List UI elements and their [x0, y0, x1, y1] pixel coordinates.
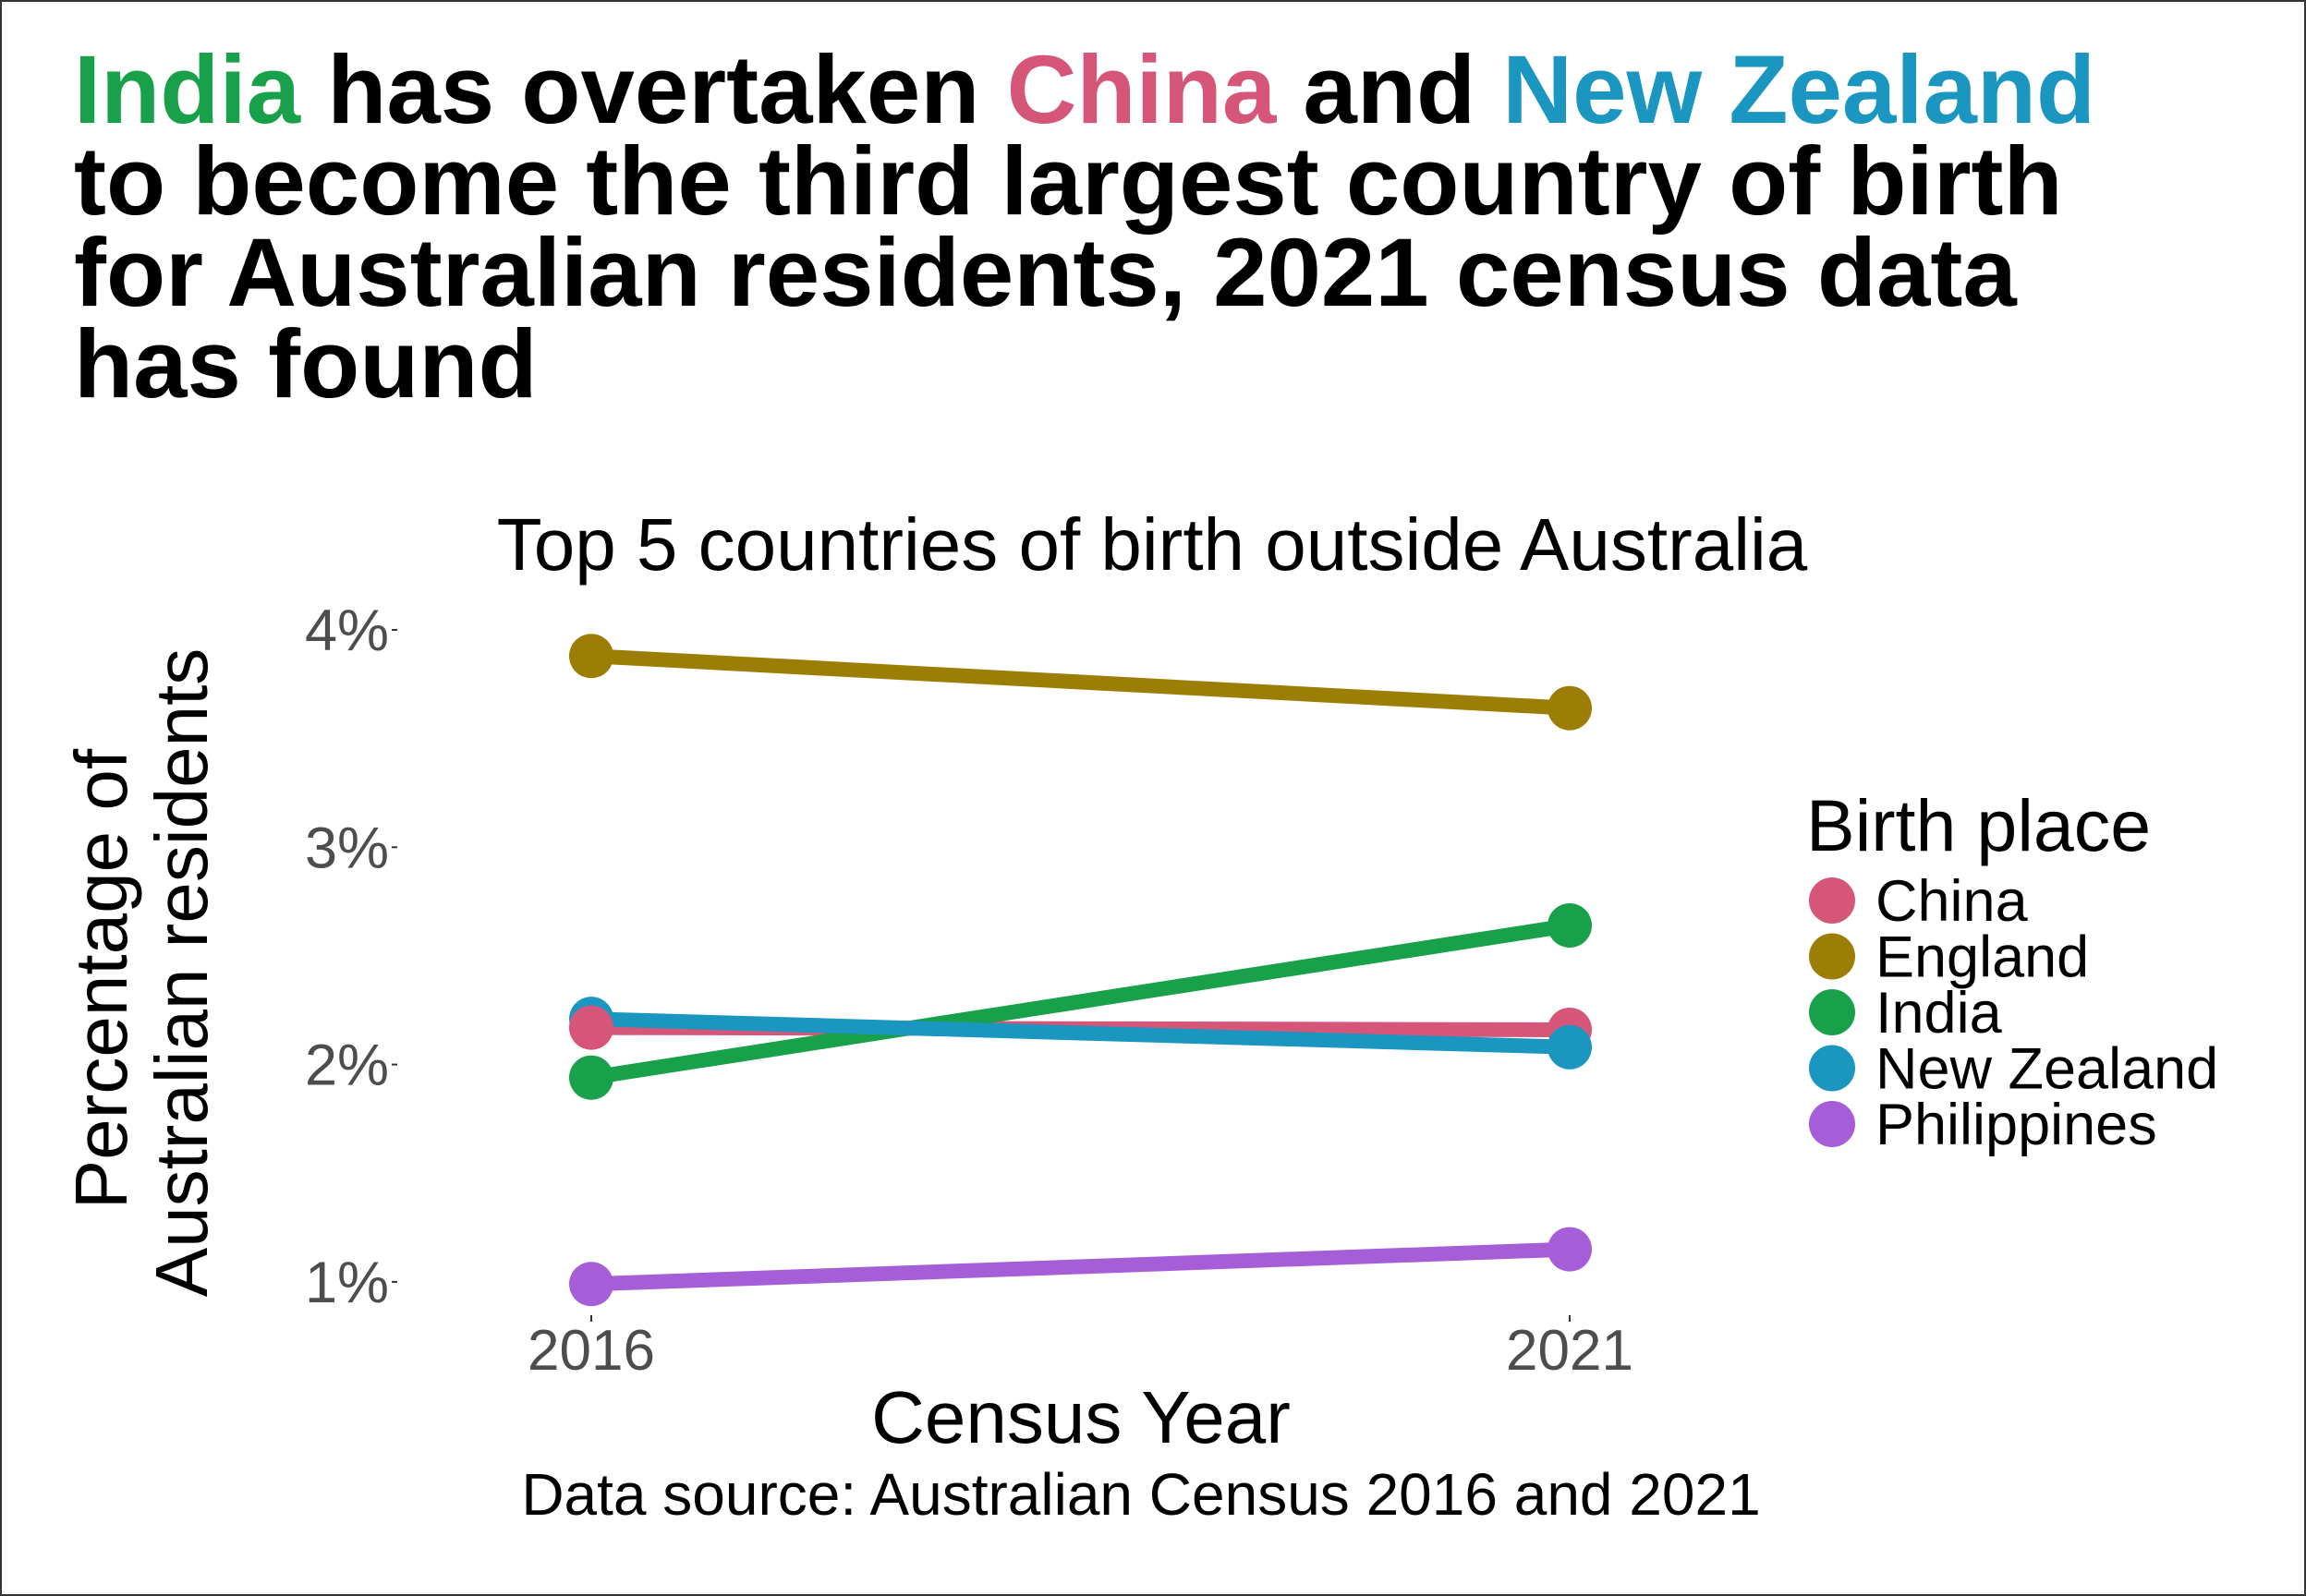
legend-item: New Zealand	[1809, 1037, 2218, 1102]
caption: Data source: Australian Census 2016 and …	[521, 1461, 1760, 1528]
legend-label: New Zealand	[1875, 1037, 2218, 1102]
legend-item: India	[1809, 981, 2003, 1046]
headline-text-2: and	[1276, 36, 1503, 144]
point-england-2021	[1547, 685, 1592, 731]
headline-text-1: has overtaken	[300, 36, 1007, 144]
legend-item: Philippines	[1809, 1093, 2157, 1157]
legend-label: Philippines	[1875, 1093, 2157, 1157]
legend-swatch-icon	[1809, 1101, 1855, 1147]
point-england-2016	[569, 634, 613, 679]
headline: India has overtaken China and New Zealan…	[74, 42, 2273, 418]
x-tick-label: 2021	[1506, 1319, 1633, 1383]
point-philippines-2021	[1547, 1227, 1592, 1272]
y-tick-label: 2%	[305, 1034, 389, 1098]
y-tick-label: 3%	[305, 816, 389, 880]
series-line-philippines	[590, 1241, 1571, 1292]
point-new-zealand-2021	[1547, 1024, 1592, 1070]
legend-label: China	[1875, 869, 2029, 934]
legend-label: India	[1875, 981, 2003, 1046]
legend-swatch-icon	[1809, 989, 1855, 1035]
series-line-india	[589, 918, 1572, 1085]
headline-new-zealand: New Zealand	[1502, 36, 2096, 144]
y-axis-title: Percentage of Australian residents	[60, 648, 223, 1298]
point-china-2016	[569, 1005, 613, 1050]
legend-swatch-icon	[1809, 1045, 1855, 1092]
headline-line-3: for Australian residents, 2021 census da…	[74, 219, 2017, 327]
legend-item: England	[1809, 925, 2089, 990]
legend-swatch-icon	[1809, 877, 1855, 924]
y-tick-label: 4%	[305, 598, 389, 663]
y-axis: 1% 2% 3% 4%	[305, 598, 397, 1315]
point-india-2021	[1547, 903, 1592, 949]
y-tick-label: 1%	[305, 1251, 389, 1315]
x-axis: 2016 2021	[528, 1315, 1633, 1383]
series-points	[569, 634, 1592, 1307]
point-india-2016	[569, 1055, 613, 1100]
legend-item: China	[1809, 869, 2029, 934]
legend-label: England	[1875, 925, 2089, 990]
series-line-england	[590, 648, 1571, 716]
legend-title: Birth place	[1806, 784, 2151, 866]
headline-india: India	[74, 36, 301, 144]
headline-line-4: has found	[74, 310, 538, 418]
y-axis-title-line-2: Australian residents	[140, 648, 223, 1298]
series-lines	[589, 648, 1572, 1292]
point-philippines-2016	[569, 1262, 613, 1307]
y-axis-title-line-1: Percentage of	[60, 748, 142, 1209]
headline-line-2: to become the third largest country of b…	[74, 127, 2063, 236]
headline-china: China	[1006, 36, 1277, 144]
series-line-new-zealand	[590, 1011, 1571, 1055]
headline-line-1: India has overtaken China and New Zealan…	[74, 42, 2273, 139]
legend-swatch-icon	[1809, 933, 1855, 980]
chart-title: Top 5 countries of birth outside Austral…	[497, 503, 1808, 586]
x-tick-label: 2016	[528, 1319, 655, 1383]
x-axis-title: Census Year	[871, 1376, 1291, 1458]
